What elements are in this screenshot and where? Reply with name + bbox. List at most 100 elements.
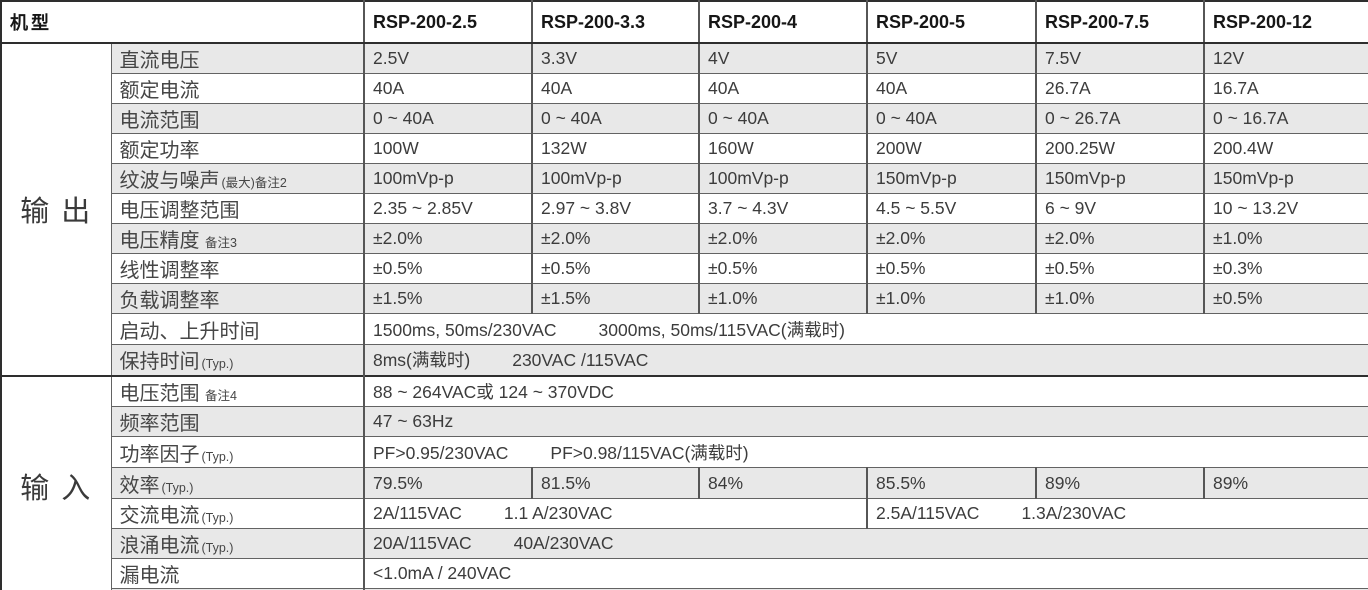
row-label-note: 备注3 <box>201 236 237 250</box>
row-label: 直流电压 <box>119 50 200 72</box>
spec-cell: 150mVp-p <box>866 163 1037 194</box>
row-label: 交流电流 <box>119 505 200 527</box>
table-row-rated-current: 额定电流 40A 40A 40A 40A 26.7A 16.7A <box>1 73 1368 104</box>
row-label-cell: 电流范围 <box>110 103 365 134</box>
row-label: 效率 <box>119 474 160 497</box>
spec-cell: 132W <box>531 133 700 164</box>
row-label-cell: 漏电流 <box>110 558 365 589</box>
table-row-voltage-tolerance: 电压精度 备注3 ±2.0% ±2.0% ±2.0% ±2.0% ±2.0% ±… <box>1 223 1368 254</box>
model-header-row: 机型 RSP-200-2.5 RSP-200-3.3 RSP-200-4 RSP… <box>0 0 1368 44</box>
spec-cell: 79.5% <box>363 467 533 499</box>
spec-cell: ±2.0% <box>531 223 700 254</box>
row-label: 电压范围 <box>119 382 200 405</box>
row-label: 电流范围 <box>119 110 200 132</box>
spec-cell-span: 20A/115VAC 40A/230VAC <box>363 528 1368 559</box>
spec-cell: ±1.5% <box>531 283 700 314</box>
model-header: RSP-200-4 <box>698 0 868 44</box>
table-row-partial <box>1 588 1368 590</box>
row-label-note: (最大)备注2 <box>221 176 287 190</box>
spec-cell: ±1.5% <box>363 283 533 314</box>
spec-cell: 89% <box>1035 467 1205 499</box>
spec-cell: 4.5 ~ 5.5V <box>866 193 1037 224</box>
row-label: 负载调整率 <box>119 290 220 312</box>
spec-cell: 89% <box>1203 467 1368 499</box>
section-label-input: 输入 <box>0 374 112 590</box>
table-row-load-regulation: 负载调整率 ±1.5% ±1.5% ±1.0% ±1.0% ±1.0% ±0.5… <box>1 283 1368 314</box>
table-row-rated-power: 额定功率 100W 132W 160W 200W 200.25W 200.4W <box>1 133 1368 164</box>
spec-cell-span: 88 ~ 264VAC或 124 ~ 370VDC <box>363 374 1368 407</box>
spec-cell: ±1.0% <box>1203 223 1368 254</box>
spec-cell: ±0.5% <box>531 253 700 284</box>
spec-cell: 40A <box>866 73 1037 104</box>
spec-cell: 3.7 ~ 4.3V <box>698 193 868 224</box>
spec-cell: 5V <box>866 42 1037 74</box>
row-label-note: (Typ.) <box>201 511 234 525</box>
spec-cell: 6 ~ 9V <box>1035 193 1205 224</box>
spec-cell: 81.5% <box>531 467 700 499</box>
spec-cell: ±0.3% <box>1203 253 1368 284</box>
row-label: 浪涌电流 <box>119 535 200 557</box>
spec-cell: 150mVp-p <box>1203 163 1368 194</box>
spec-cell: ±1.0% <box>698 283 868 314</box>
spec-cell: 2.35 ~ 2.85V <box>363 193 533 224</box>
row-label-cell: 直流电压 <box>110 42 365 74</box>
model-header: RSP-200-3.3 <box>531 0 700 44</box>
spec-cell: 84% <box>698 467 868 499</box>
row-label-note: (Typ.) <box>201 449 234 464</box>
spec-cell-span: 2A/115VAC 1.1 A/230VAC <box>363 498 868 529</box>
spec-cell: 150mVp-p <box>1035 163 1205 194</box>
spec-cell: 40A <box>531 73 700 104</box>
spec-cell: 7.5V <box>1035 42 1205 74</box>
spec-cell: ±0.5% <box>363 253 533 284</box>
model-header: RSP-200-2.5 <box>363 0 533 44</box>
row-label-note: (Typ.) <box>161 480 194 495</box>
spec-cell-span: 2.5A/115VAC 1.3A/230VAC <box>866 498 1368 529</box>
spec-cell: 100mVp-p <box>531 163 700 194</box>
row-label: 频率范围 <box>119 413 200 435</box>
spec-cell-span: <1.0mA / 240VAC <box>363 558 1368 589</box>
spec-cell: 12V <box>1203 42 1368 74</box>
row-label-cell: 频率范围 <box>110 406 365 437</box>
row-label-cell: 线性调整率 <box>110 253 365 284</box>
row-label: 保持时间 <box>119 351 200 374</box>
spec-cell: ±0.5% <box>866 253 1037 284</box>
spec-cell: 0 ~ 26.7A <box>1035 103 1205 134</box>
table-row-inrush-current: 浪涌电流 (Typ.) 20A/115VAC 40A/230VAC <box>1 528 1368 559</box>
table-row-power-factor: 功率因子 (Typ.) PF>0.95/230VAC PF>0.98/115VAC(… <box>1 436 1368 468</box>
row-label: 纹波与噪声 <box>119 170 220 192</box>
spec-cell: 85.5% <box>866 467 1037 499</box>
row-label-cell: 功率因子 (Typ.) <box>110 436 365 468</box>
row-label: 功率因子 <box>119 443 200 466</box>
spec-cell: ±0.5% <box>1203 283 1368 314</box>
table-row-voltage-range: 输入 电压范围 备注4 88 ~ 264VAC或 124 ~ 370VDC <box>0 374 1368 590</box>
row-label-cell: 保持时间 (Typ.) <box>110 344 365 376</box>
table-row-frequency-range: 频率范围 47 ~ 63Hz <box>1 406 1368 437</box>
spec-cell: 16.7A <box>1203 73 1368 104</box>
spec-cell: 2.97 ~ 3.8V <box>531 193 700 224</box>
spec-cell-span <box>363 588 1368 590</box>
spec-cell: 200.25W <box>1035 133 1205 164</box>
table-row-leakage-current: 漏电流 <1.0mA / 240VAC <box>1 558 1368 589</box>
row-label-note: (Typ.) <box>201 541 234 555</box>
spec-cell: 0 ~ 40A <box>363 103 533 134</box>
row-label: 额定电流 <box>119 80 200 102</box>
row-label-cell: 启动、上升时间 <box>110 313 365 345</box>
spec-cell: 2.5V <box>363 42 533 74</box>
table-row-ripple-noise: 纹波与噪声 (最大)备注2 100mVp-p 100mVp-p 100mVp-p … <box>1 163 1368 194</box>
spec-cell: 4V <box>698 42 868 74</box>
row-label-cell: 效率 (Typ.) <box>110 467 365 499</box>
spec-cell: ±1.0% <box>1035 283 1205 314</box>
row-label: 电压精度 <box>119 230 200 252</box>
spec-cell: 200.4W <box>1203 133 1368 164</box>
row-label-cell: 电压调整范围 <box>110 193 365 224</box>
model-header: RSP-200-12 <box>1203 0 1368 44</box>
spec-cell: 40A <box>363 73 533 104</box>
spec-cell: ±0.5% <box>1035 253 1205 284</box>
spec-cell: 10 ~ 13.2V <box>1203 193 1368 224</box>
spec-cell-span: PF>0.95/230VAC PF>0.98/115VAC(满载时) <box>363 436 1368 468</box>
model-header: RSP-200-7.5 <box>1035 0 1205 44</box>
row-label-cell: 纹波与噪声 (最大)备注2 <box>110 163 365 194</box>
table-row-ac-current: 交流电流 (Typ.) 2A/115VAC 1.1 A/230VAC 2.5A/11… <box>1 498 1368 529</box>
row-label: 电压调整范围 <box>119 200 240 222</box>
